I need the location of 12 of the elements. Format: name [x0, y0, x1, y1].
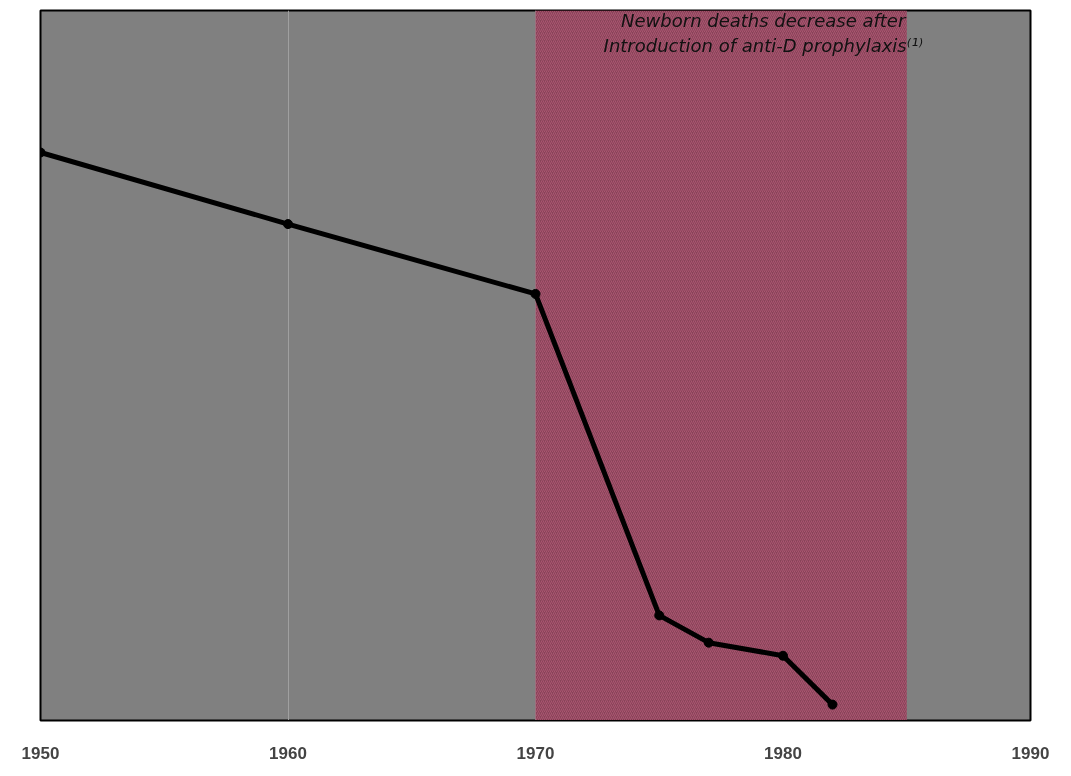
point — [703, 637, 714, 648]
x-tick-label: 1960 — [269, 743, 307, 763]
x-tick-label: 1950 — [21, 743, 60, 763]
point — [530, 288, 541, 299]
point — [827, 699, 838, 710]
x-tick-label: 1990 — [1011, 743, 1050, 763]
x-tick-label: 1970 — [516, 743, 555, 763]
point — [778, 650, 788, 661]
text: Newborn deaths decrease after Introduction of anti-D prophylaxis⁽¹⁾ — [603, 9, 923, 56]
point — [283, 219, 293, 230]
x-tick-label: 1980 — [764, 743, 802, 763]
point — [654, 610, 665, 621]
